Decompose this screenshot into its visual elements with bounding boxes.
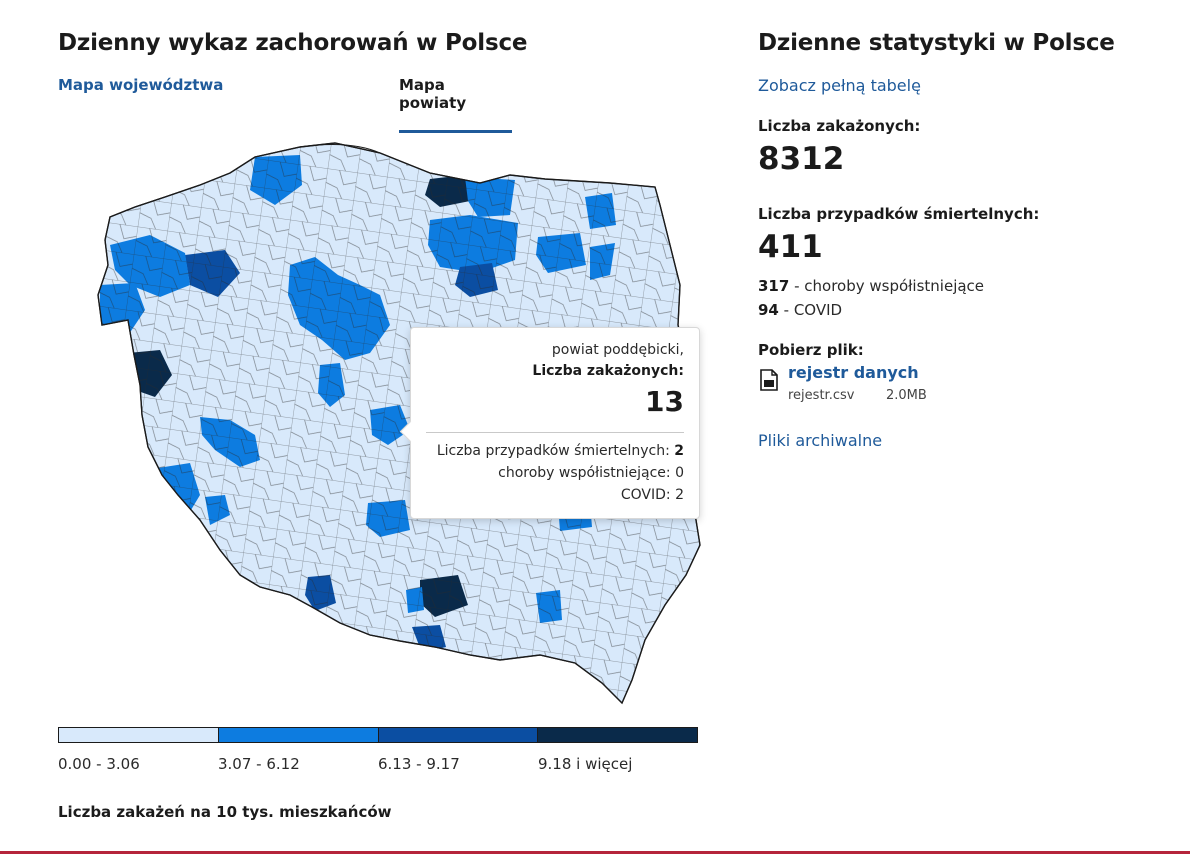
- legend-swatch-3: [378, 728, 539, 742]
- infections-label: Liczba zakażonych:: [758, 117, 921, 135]
- tooltip-divider: [426, 432, 684, 433]
- poland-border: [97, 142, 701, 704]
- file-size: 2.0MB: [886, 388, 927, 403]
- legend-label-4: 9.18 i więcej: [538, 755, 633, 773]
- deaths-label: Liczba przypadków śmiertelnych:: [758, 205, 1040, 223]
- tooltip-comorbid-value: 0: [675, 465, 684, 481]
- tab-voivodeship-map[interactable]: Mapa województwa: [58, 76, 224, 94]
- legend-swatch-4: [538, 728, 697, 742]
- county-tooltip: powiat poddębicki, Liczba zakażonych: 13…: [399, 327, 700, 519]
- tooltip-covid-label: COVID:: [620, 487, 671, 503]
- comorbid-count: 317: [758, 277, 790, 295]
- tooltip-deaths-label: Liczba przypadków śmiertelnych:: [436, 443, 670, 459]
- legend-label-2: 3.07 - 6.12: [218, 755, 300, 773]
- tooltip-infections-label: Liczba zakażonych:: [532, 363, 684, 379]
- bottom-rule: [0, 851, 1190, 854]
- tooltip-infections-value: 13: [645, 385, 684, 418]
- tooltip-county-name: powiat poddębicki,: [551, 342, 684, 358]
- covid-text: - COVID: [783, 301, 843, 319]
- legend-caption: Liczba zakażeń na 10 tys. mieszkańców: [58, 803, 392, 821]
- tab-county-map[interactable]: Mapa powiaty: [399, 76, 512, 133]
- comorbid-breakdown: 317 - choroby współistniejące: [758, 277, 984, 295]
- covid-count: 94: [758, 301, 779, 319]
- tooltip-covid-row: COVID: 2: [426, 484, 684, 506]
- map-section-title: Dzienny wykaz zachorowań w Polsce: [58, 30, 528, 56]
- comorbid-text: - choroby współistniejące: [794, 277, 985, 295]
- download-file-link[interactable]: rejestr danych: [788, 363, 919, 382]
- download-title: Pobierz plik:: [758, 341, 864, 359]
- legend-swatch-2: [218, 728, 379, 742]
- legend-labels: 0.00 - 3.06 3.07 - 6.12 6.13 - 9.17 9.18…: [58, 755, 698, 773]
- legend-color-scale: [58, 727, 698, 743]
- infections-value: 8312: [758, 141, 845, 177]
- file-name: rejestr.csv: [788, 388, 855, 403]
- tooltip-comorbid-row: choroby współistniejące: 0: [426, 462, 684, 484]
- tooltip-deaths-row: Liczba przypadków śmiertelnych: 2: [426, 440, 684, 462]
- archive-files-link[interactable]: Pliki archiwalne: [758, 431, 883, 450]
- file-download-icon[interactable]: [760, 369, 778, 391]
- stats-section-title: Dzienne statystyki w Polsce: [758, 30, 1115, 56]
- covid-breakdown: 94 - COVID: [758, 301, 842, 319]
- legend-swatch-1: [59, 728, 219, 742]
- legend-label-1: 0.00 - 3.06: [58, 755, 140, 773]
- full-table-link[interactable]: Zobacz pełną tabelę: [758, 76, 921, 95]
- legend-label-3: 6.13 - 9.17: [378, 755, 460, 773]
- tooltip-comorbid-label: choroby współistniejące:: [498, 465, 671, 481]
- deaths-value: 411: [758, 229, 823, 265]
- tooltip-covid-value: 2: [675, 487, 684, 503]
- tooltip-deaths-value: 2: [674, 443, 684, 459]
